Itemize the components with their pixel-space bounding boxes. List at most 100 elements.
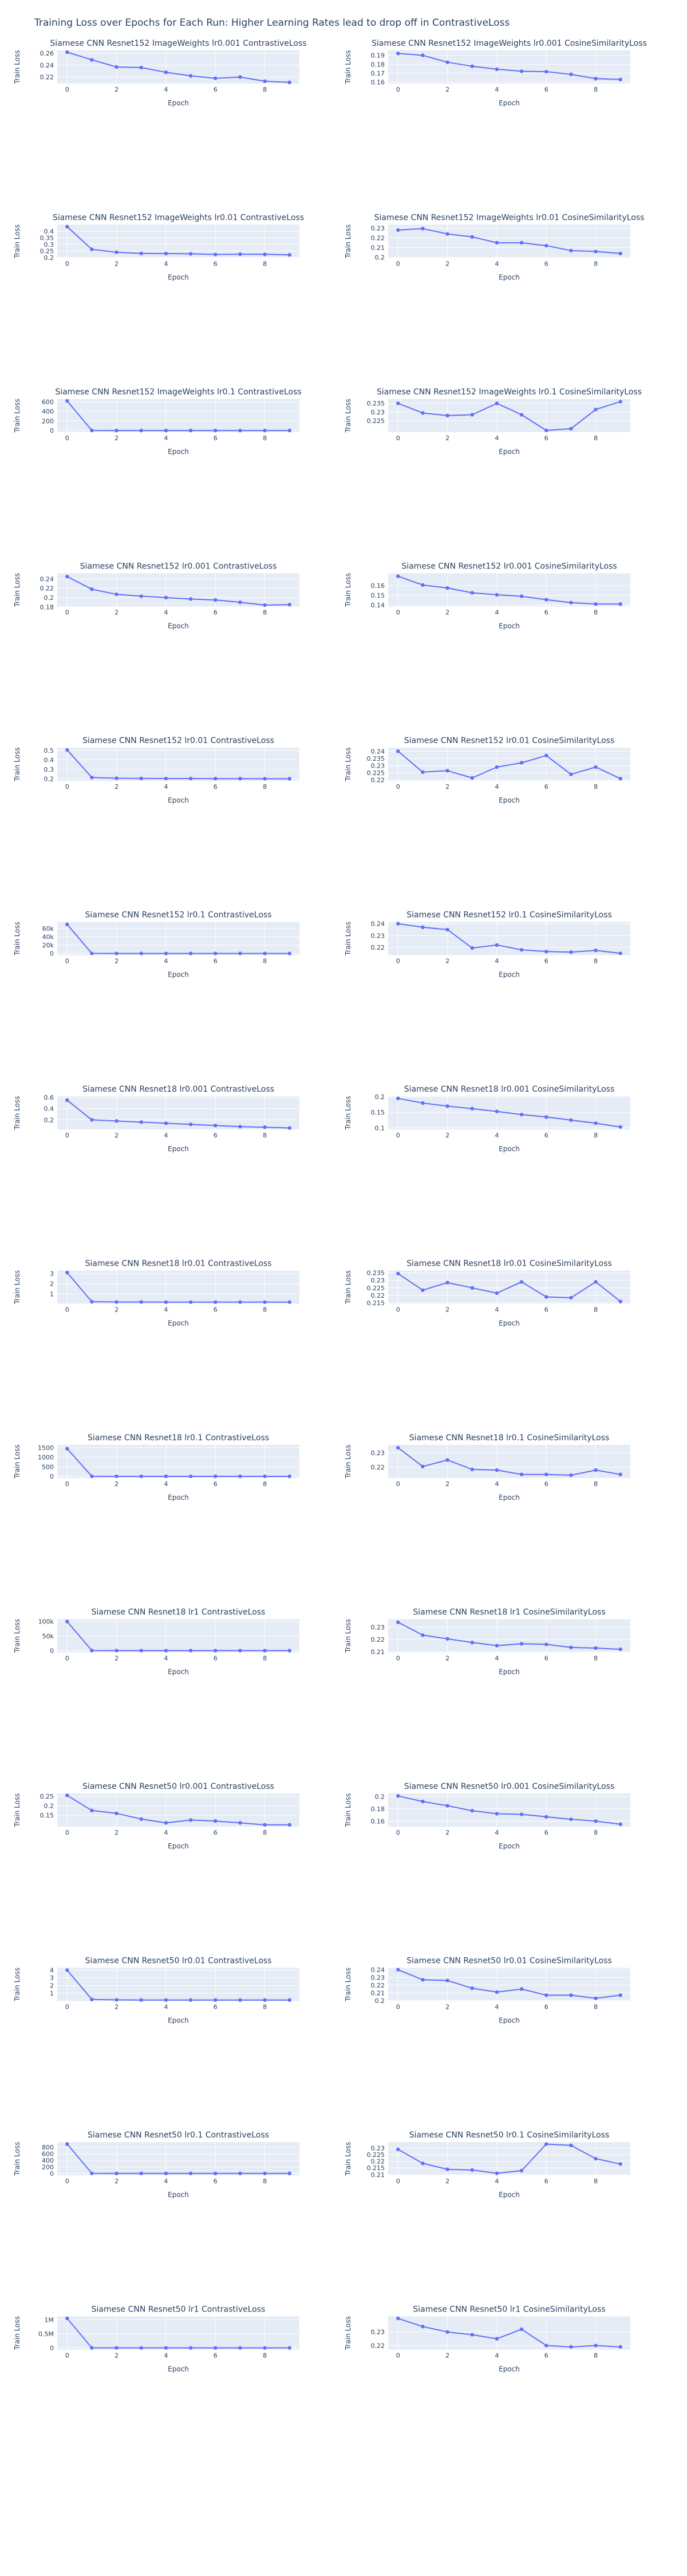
- data-point: [65, 575, 69, 579]
- x-axis-title: Epoch: [499, 2365, 520, 2373]
- x-tick-label: 6: [544, 1655, 548, 1662]
- x-axis-title: Epoch: [499, 2017, 520, 2025]
- x-tick-label: 8: [263, 783, 267, 791]
- data-point: [238, 1649, 242, 1653]
- y-axis-title: Train Loss: [344, 1270, 352, 1305]
- x-tick-label: 6: [214, 86, 218, 93]
- y-axis-title: Train Loss: [13, 1096, 21, 1131]
- data-point: [396, 574, 400, 578]
- y-tick-label: 0.21: [371, 1648, 385, 1656]
- data-point: [90, 1299, 94, 1304]
- series-line: [66, 1621, 290, 1652]
- x-tick-label: 4: [164, 1829, 168, 1836]
- y-axis-title: Train Loss: [13, 1967, 21, 2002]
- data-point: [519, 240, 524, 245]
- data-point: [396, 1620, 400, 1625]
- data-point: [139, 1998, 143, 2002]
- data-point: [114, 1649, 119, 1653]
- data-point: [519, 2168, 524, 2173]
- y-tick-label: 0: [50, 2345, 54, 2352]
- y-tick-label: 0.17: [371, 70, 385, 77]
- y-tick-label: 0.23: [371, 1277, 385, 1285]
- data-point: [65, 1098, 69, 1103]
- data-point: [164, 2171, 168, 2175]
- y-axis-title: Train Loss: [13, 2142, 21, 2176]
- x-tick-label: 2: [114, 1132, 119, 1139]
- subplot-title: Siamese CNN Resnet152 ImageWeights lr0.1…: [55, 388, 301, 397]
- x-tick-label: 8: [594, 958, 598, 965]
- y-tick-label: 0.235: [367, 400, 385, 408]
- data-point: [544, 1993, 548, 1997]
- data-point: [445, 1458, 449, 1462]
- x-tick-label: 4: [495, 2178, 499, 2185]
- y-tick-label: 0.23: [371, 1974, 385, 1981]
- data-point: [287, 1126, 291, 1130]
- subplot-1: 0 2 4 6 8 0.22 0.24 0.26 Siamese CNN Resnet152 I…: [13, 39, 307, 107]
- y-tick-label: 200: [42, 417, 54, 425]
- y-tick-label: 0.6: [44, 1094, 54, 1101]
- x-tick-label: 0: [396, 434, 400, 442]
- subplot-title: Siamese CNN Resnet18 lr1 ContrastiveLoss: [92, 1608, 266, 1617]
- data-point: [139, 1474, 143, 1479]
- x-tick-label: 6: [544, 1132, 548, 1139]
- x-tick-label: 2: [445, 1829, 449, 1836]
- data-point: [188, 2171, 193, 2175]
- data-point: [90, 1118, 94, 1122]
- plot-area: [57, 2142, 299, 2175]
- plot-area: [388, 1967, 630, 2001]
- x-tick-label: 0: [65, 783, 69, 791]
- y-tick-label: 0.15: [40, 1812, 54, 1819]
- data-point: [544, 69, 548, 74]
- data-point: [445, 413, 449, 418]
- series-line: [66, 2143, 290, 2174]
- data-point: [90, 1649, 94, 1653]
- data-point: [544, 950, 548, 954]
- data-point: [114, 250, 119, 254]
- x-tick-label: 4: [495, 434, 499, 442]
- data-point: [569, 772, 573, 776]
- subplot-title: Siamese CNN Resnet152 ImageWeights lr0.0…: [372, 39, 647, 48]
- y-axis-title: Train Loss: [13, 224, 21, 259]
- data-point: [544, 1472, 548, 1476]
- x-axis-title: Epoch: [168, 796, 189, 804]
- series-line: [398, 228, 621, 254]
- data-point: [618, 1647, 622, 1652]
- x-tick-label: 4: [495, 86, 499, 93]
- x-tick-label: 6: [214, 1306, 218, 1314]
- x-axis-title: Epoch: [499, 99, 520, 107]
- y-tick-label: 1M: [45, 2316, 54, 2324]
- y-axis-title: Train Loss: [344, 1096, 352, 1131]
- y-tick-label: 0.22: [371, 1982, 385, 1989]
- subplot-title: Siamese CNN Resnet50 lr0.001 CosineSimil…: [404, 1782, 614, 1791]
- data-point: [114, 592, 119, 596]
- data-point: [544, 1815, 548, 1819]
- data-point: [65, 1447, 69, 1451]
- data-point: [139, 1649, 143, 1653]
- data-point: [188, 74, 193, 78]
- data-point: [263, 252, 267, 256]
- series-line: [398, 1097, 621, 1128]
- y-tick-label: 1: [50, 1291, 54, 1298]
- y-tick-label: 0.24: [371, 1966, 385, 1974]
- x-tick-label: 2: [114, 1829, 119, 1836]
- data-point: [263, 951, 267, 955]
- x-tick-label: 8: [263, 1480, 267, 1488]
- y-tick-label: 0.3: [44, 241, 54, 248]
- plot-area: [57, 922, 299, 955]
- y-tick-label: 0.22: [40, 74, 54, 81]
- data-point: [214, 598, 218, 602]
- data-point: [470, 1808, 474, 1813]
- y-tick-label: 0.225: [367, 769, 385, 777]
- data-point: [287, 1998, 291, 2002]
- y-axis-title: Train Loss: [13, 1619, 21, 1653]
- x-tick-label: 0: [65, 609, 69, 617]
- data-point: [495, 2337, 499, 2341]
- series-line: [66, 924, 290, 954]
- x-tick-label: 0: [396, 260, 400, 268]
- y-tick-label: 3: [50, 1974, 54, 1982]
- x-tick-label: 0: [65, 260, 69, 268]
- x-tick-label: 0: [396, 1655, 400, 1662]
- x-tick-label: 6: [214, 2178, 218, 2185]
